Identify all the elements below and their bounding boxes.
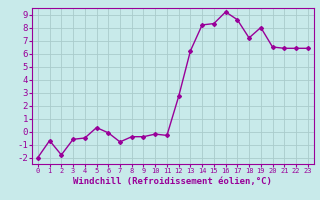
X-axis label: Windchill (Refroidissement éolien,°C): Windchill (Refroidissement éolien,°C): [73, 177, 272, 186]
